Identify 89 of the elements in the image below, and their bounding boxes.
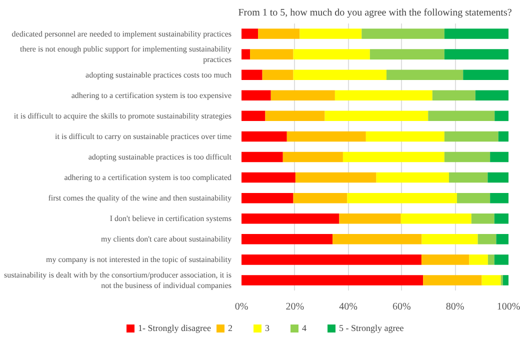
y-tick-label: it is difficult to acquire the skills to promote sustainability strategies <box>14 111 232 120</box>
y-tick-label: adopting sustainable practices costs too much <box>86 70 232 80</box>
legend-label: 3 <box>264 323 270 333</box>
bar <box>488 172 508 183</box>
bar <box>488 254 494 265</box>
bar <box>265 110 325 122</box>
bar <box>347 192 457 204</box>
bar <box>334 90 432 101</box>
bar <box>496 234 508 244</box>
x-tick-label: 40% <box>339 302 358 312</box>
bar <box>366 131 444 142</box>
y-tick-label: adhering to a certification system is too complicated <box>64 173 232 182</box>
bar <box>490 192 508 204</box>
bar <box>242 172 296 183</box>
bar <box>494 254 508 265</box>
bar <box>242 152 283 162</box>
x-tick-label: 60% <box>392 302 411 312</box>
y-tick-label: my company is not interested in the topic of sustainability <box>46 255 232 264</box>
bar <box>376 172 449 183</box>
x-tick-label: 0% <box>234 302 248 312</box>
bar <box>295 172 376 183</box>
bar <box>293 49 370 60</box>
bar <box>242 70 262 80</box>
x-tick-label: 20% <box>286 302 304 312</box>
bar <box>300 28 362 39</box>
bar <box>422 234 478 244</box>
y-tick-label: dedicated personnel are needed to implement sustainability practices <box>12 29 232 38</box>
bar <box>494 213 508 224</box>
bar <box>242 49 250 60</box>
bar <box>448 172 488 183</box>
x-tick-label: 100% <box>496 302 520 312</box>
bar <box>482 275 501 286</box>
bar <box>456 192 490 204</box>
x-tick-label: 80% <box>446 302 464 312</box>
bar <box>250 49 294 60</box>
bar <box>324 110 428 122</box>
bar <box>242 90 271 101</box>
bar <box>362 28 444 39</box>
bar <box>293 70 386 80</box>
y-tick-label: my clients don't care about sustainability <box>100 234 232 244</box>
legend-label: 1- Strongly disagree <box>138 323 211 333</box>
bar <box>242 192 294 204</box>
bar <box>242 275 424 286</box>
bar <box>502 275 508 286</box>
bar <box>242 28 258 39</box>
y-tick-label: I don't believe in certification systems <box>110 214 232 224</box>
legend-label: 2 <box>228 323 234 333</box>
bar <box>242 131 287 142</box>
y-tick-label: there is not enough public support for implementing sustainability practices <box>20 44 232 64</box>
bar <box>444 49 508 60</box>
bar <box>293 192 348 204</box>
bar <box>444 152 490 162</box>
chart-title: From 1 to 5, how much do you agree with the following statements? <box>238 8 512 18</box>
bar <box>423 275 482 286</box>
bar <box>498 131 508 142</box>
bar <box>262 70 294 80</box>
bar <box>242 234 333 244</box>
bar <box>242 213 340 224</box>
bar <box>370 49 444 60</box>
bar <box>463 70 508 80</box>
y-tick-label: it is difficult to carry on sustainable practices over time <box>55 132 232 141</box>
bar <box>428 110 495 122</box>
bar <box>339 213 401 224</box>
bar <box>282 152 343 162</box>
y-tick-label: adhering to a certification system is too expensive <box>71 90 232 100</box>
bar <box>494 110 508 122</box>
y-tick-label: adopting sustainable practices is too difficult <box>88 152 232 162</box>
bar <box>332 234 422 244</box>
y-tick-label: first comes the quality of the wine and then sustainability <box>48 194 232 203</box>
bar <box>421 254 470 265</box>
bar <box>386 70 464 80</box>
bar <box>342 152 444 162</box>
bar <box>469 254 488 265</box>
bar <box>400 213 472 224</box>
bar <box>444 28 508 39</box>
legend-label: 4 <box>302 323 308 333</box>
legend-label: 5 - Strongly agree <box>338 323 404 333</box>
bar <box>286 131 366 142</box>
y-tick-label: sustainability is dealt with by the consortium/producer association, it is not the business of individual companies <box>4 270 232 290</box>
bar <box>242 254 422 265</box>
bar <box>490 152 508 162</box>
bar <box>258 28 300 39</box>
bar <box>475 90 508 101</box>
bar <box>432 90 476 101</box>
bar <box>478 234 496 244</box>
bar <box>270 90 335 101</box>
bar <box>242 110 266 122</box>
bar <box>444 131 498 142</box>
bar <box>471 213 494 224</box>
